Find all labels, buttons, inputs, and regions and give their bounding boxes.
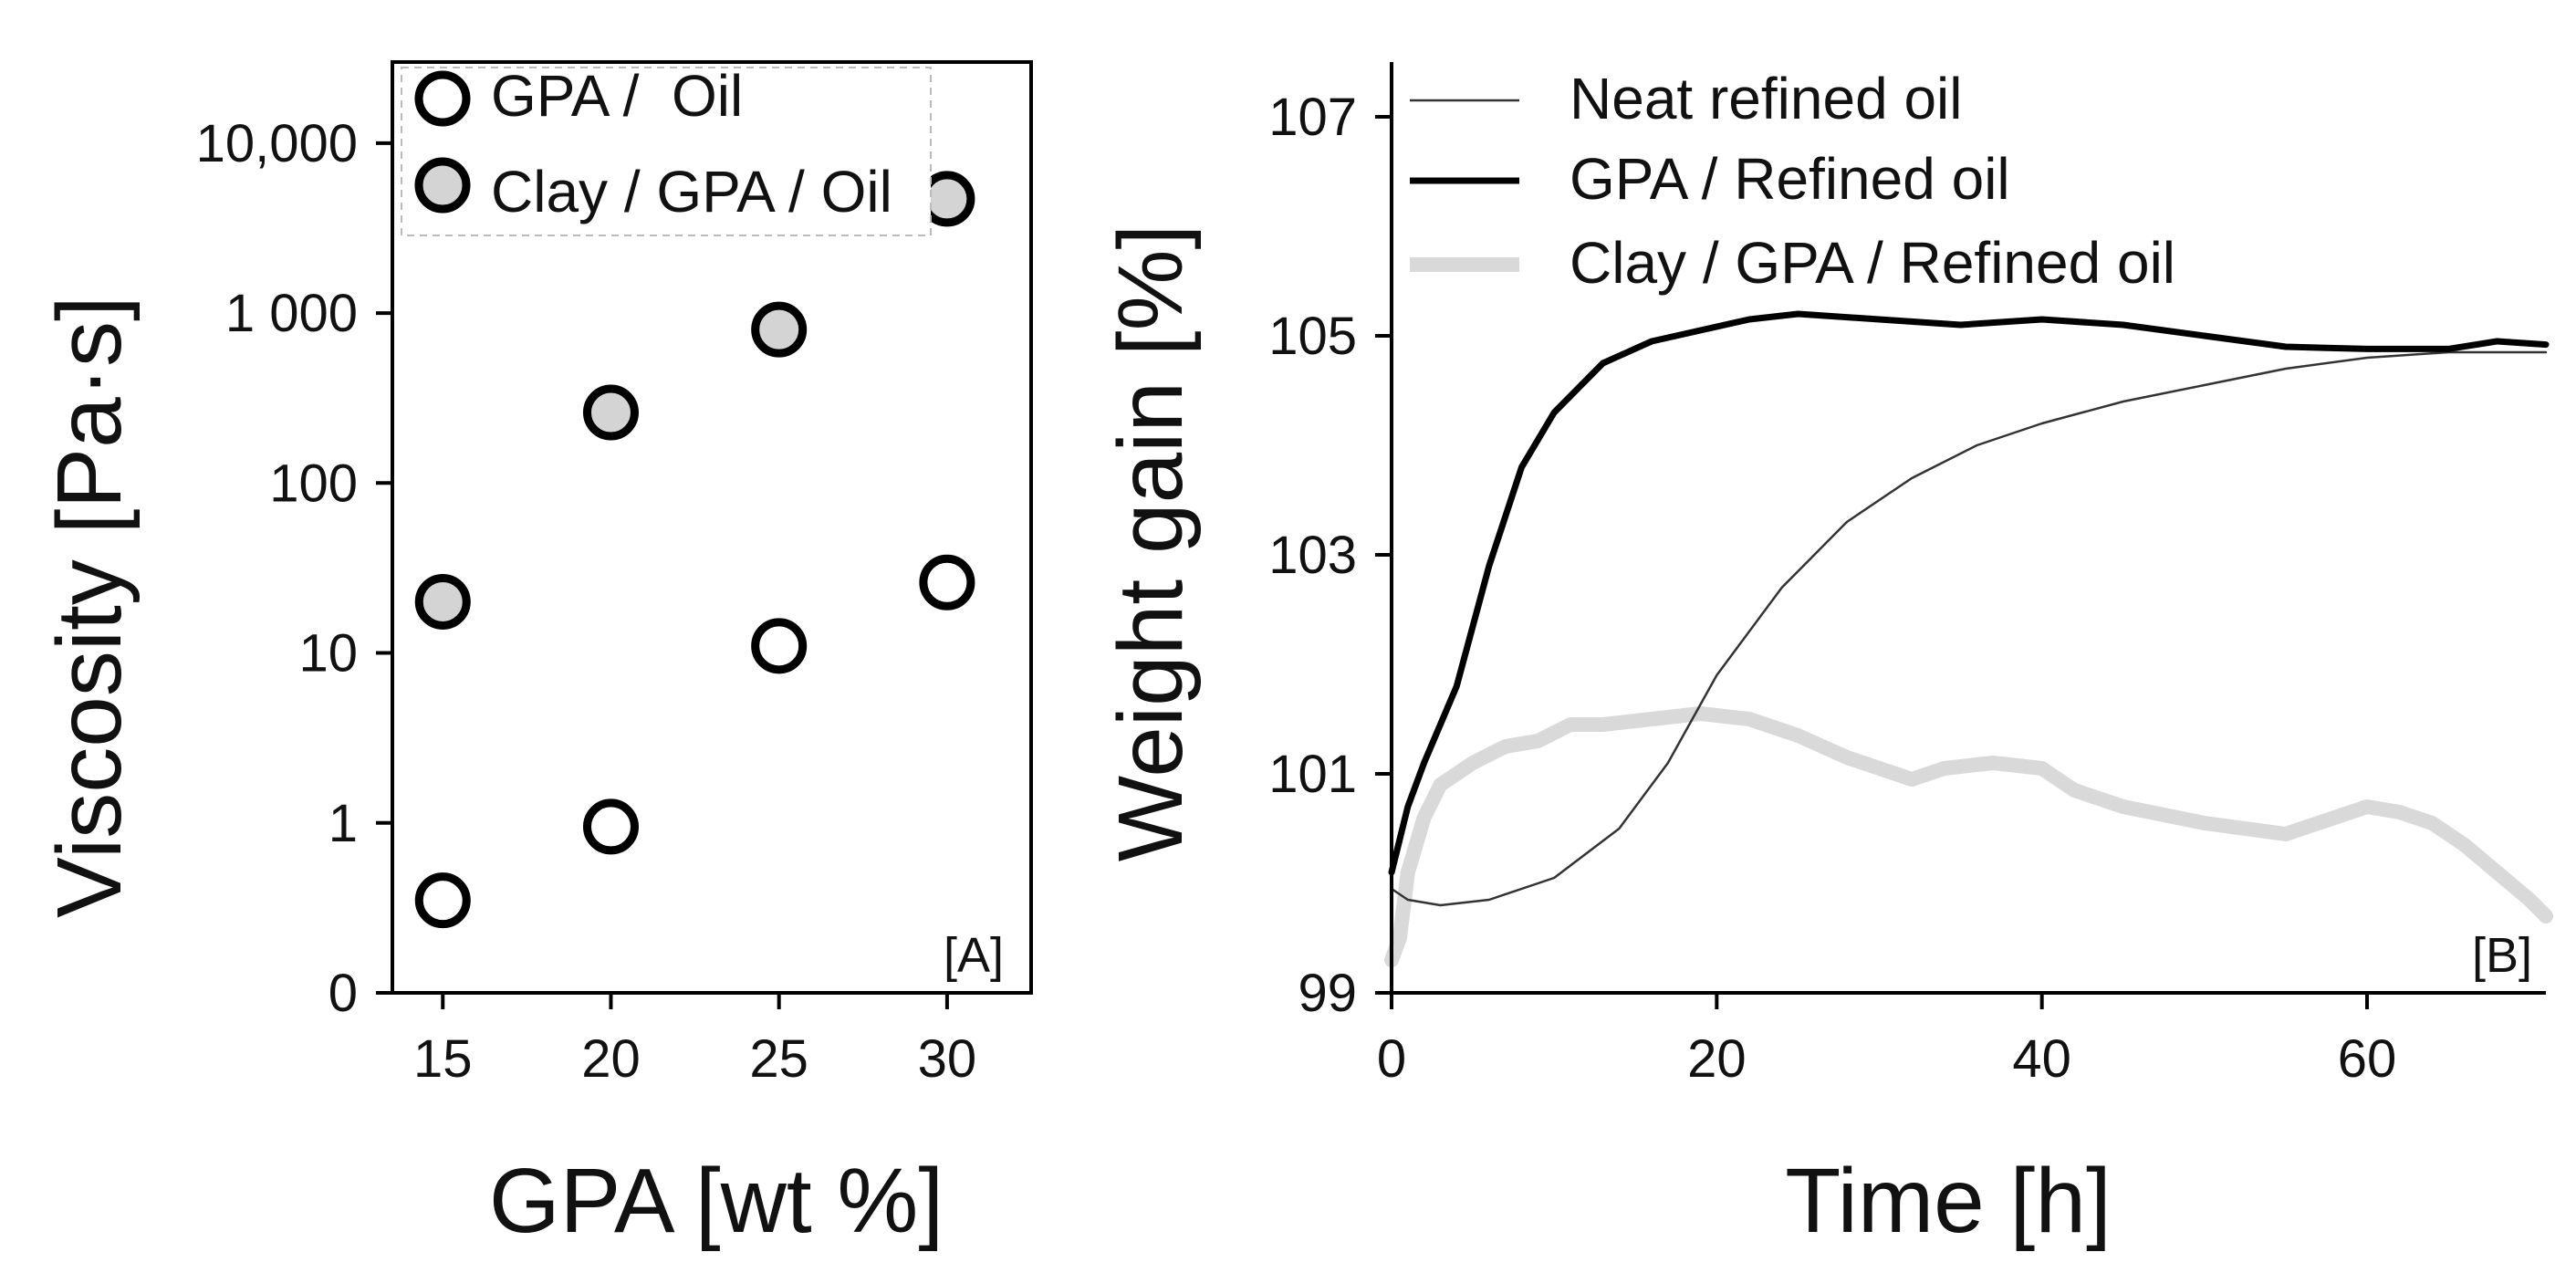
panel-b-y-tick-label: 99 bbox=[1298, 964, 1357, 1023]
gpa-oil-point bbox=[751, 618, 808, 674]
panel-a-ticks: 15 20 25 30 0 1 10 100 1 000 10,000 bbox=[196, 114, 977, 1089]
panel-b-x-tick-label: 0 bbox=[1377, 1029, 1406, 1089]
clay-gpa-refined-oil-line bbox=[1384, 706, 2553, 967]
panel-b-x-tick-label: 60 bbox=[2338, 1029, 2397, 1089]
panel-a-plot-frame bbox=[391, 60, 1033, 995]
panel-b-label: [B] bbox=[2472, 928, 2532, 983]
legend-label-gpa-refined-oil: GPA / Refined oil bbox=[1570, 146, 2010, 212]
clay-gpa-oil-point bbox=[751, 301, 808, 358]
legend-label-clay-gpa-oil: Clay / GPA / Oil bbox=[491, 159, 892, 224]
gpa-refined-oil-line bbox=[1388, 310, 2550, 876]
panel-b-weight-gain-chart: 0 20 40 60 99 101 103 105 107 Neat refined oil G… bbox=[1100, 62, 2553, 1252]
panel-b-y-tick-label: 103 bbox=[1268, 526, 1357, 585]
panel-a-legend-box bbox=[401, 67, 932, 236]
panel-a-y-tick-label: 0 bbox=[329, 964, 358, 1023]
panel-a-y-tick-label: 10 bbox=[298, 624, 358, 683]
legend-marker-gpa-oil bbox=[414, 70, 471, 127]
panel-b-y-tick-label: 101 bbox=[1268, 745, 1357, 804]
panel-a-y-tick-label: 10,000 bbox=[196, 114, 358, 173]
panel-a-y-tick-label: 100 bbox=[269, 454, 358, 513]
gpa-oil-point bbox=[414, 872, 471, 929]
panel-b-y-tick-label: 107 bbox=[1268, 88, 1357, 147]
panel-b-y-tick-label: 105 bbox=[1268, 307, 1357, 366]
legend-label-clay-gpa-refined-oil: Clay / GPA / Refined oil bbox=[1570, 230, 2175, 296]
panel-a-x-tick-label: 25 bbox=[749, 1029, 808, 1089]
neat-refined-oil-line bbox=[1390, 350, 2548, 907]
clay-gpa-oil-point bbox=[414, 573, 471, 630]
gpa-oil-point bbox=[582, 798, 639, 855]
panel-a-label: [A] bbox=[944, 928, 1004, 983]
panel-b-x-tick-label: 20 bbox=[1687, 1029, 1747, 1089]
panel-a-viscosity-chart: 15 20 25 30 0 1 10 100 1 000 10,000 GPA / Oil Cla… bbox=[38, 60, 1033, 1252]
clay-gpa-oil-point bbox=[582, 384, 639, 441]
panel-b-x-axis-title: Time [h] bbox=[1785, 1150, 2111, 1252]
legend-label-neat-refined-oil: Neat refined oil bbox=[1570, 66, 1962, 131]
panel-a-y-axis-title: Viscosity [Pa·s] bbox=[38, 296, 141, 918]
legend-label-gpa-oil: GPA / Oil bbox=[491, 63, 743, 129]
panel-a-x-tick-label: 20 bbox=[581, 1029, 641, 1089]
panel-b-axes bbox=[1390, 62, 2546, 995]
panel-a-points bbox=[414, 171, 975, 929]
panel-a-x-tick-label: 30 bbox=[918, 1029, 977, 1089]
legend-marker-clay-gpa-oil bbox=[414, 157, 471, 214]
panel-a-x-axis-title: GPA [wt %] bbox=[489, 1150, 944, 1252]
panel-b-x-tick-label: 40 bbox=[2012, 1029, 2071, 1089]
panel-a-x-tick-label: 15 bbox=[413, 1029, 473, 1089]
panel-a-y-tick-label: 1 000 bbox=[225, 284, 358, 343]
gpa-oil-point bbox=[919, 554, 975, 610]
panel-b-lines bbox=[1384, 310, 2553, 967]
panel-a-y-tick-label: 1 bbox=[329, 794, 358, 853]
panel-b-y-axis-title: Weight gain [%] bbox=[1100, 224, 1202, 862]
panel-b-ticks: 0 20 40 60 99 101 103 105 107 bbox=[1268, 88, 2396, 1089]
